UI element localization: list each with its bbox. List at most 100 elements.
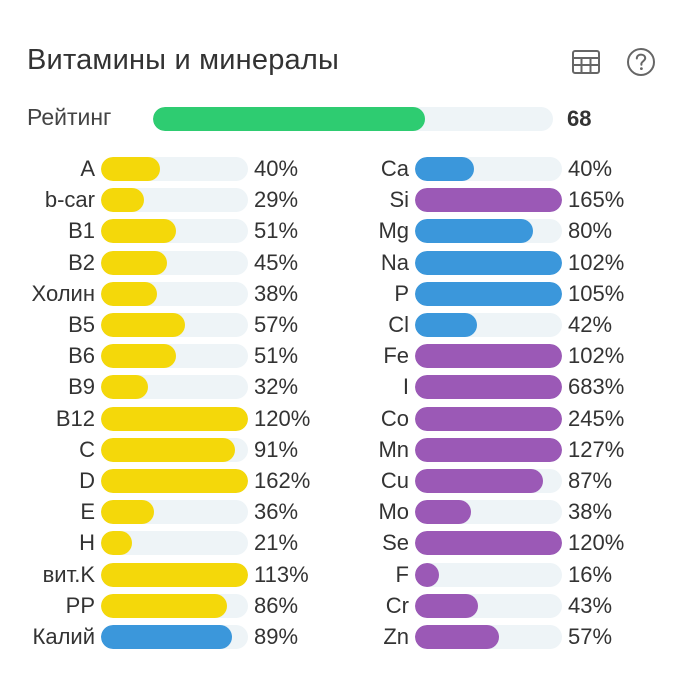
nutrient-bar [415, 344, 562, 369]
nutrient-label: Fe [383, 343, 409, 369]
page-title: Витамины и минералы [27, 44, 340, 76]
nutrient-label: B12 [55, 405, 95, 431]
mineral-row: Cr 43% [0, 590, 680, 621]
nutrient-bar [101, 375, 248, 400]
nutrient-bar [415, 500, 562, 525]
nutrient-label: B2 [68, 249, 95, 275]
nutrient-percent: 80% [568, 218, 613, 244]
nutrient-percent: 16% [568, 561, 613, 587]
nutrient-bar [415, 437, 562, 462]
nutrient-percent: 38% [568, 499, 613, 525]
nutrient-bar-fill [415, 219, 533, 244]
mineral-row: F 16% [0, 559, 680, 590]
nutrient-bar-fill [415, 500, 471, 525]
nutrient-bar [101, 625, 248, 649]
mineral-row: Mg 80% [0, 215, 680, 246]
nutrient-label: Mg [378, 218, 409, 244]
nutrient-bar-fill [415, 531, 562, 556]
nutrient-percent: 40% [568, 156, 613, 181]
vitamin-row: B2 45% [0, 247, 680, 278]
nutrient-bar [101, 188, 248, 213]
nutrient-label: Mn [378, 436, 409, 462]
nutrient-percent: 57% [568, 624, 613, 649]
rating-bar-fill [153, 107, 425, 131]
nutrient-bar-fill [101, 406, 248, 431]
mineral-row: Si 165% [0, 184, 680, 215]
nutrient-bar [101, 500, 248, 525]
nutrient-label: Co [380, 405, 409, 431]
nutrient-label: A [80, 156, 95, 181]
help-icon[interactable] [625, 46, 657, 78]
mineral-row: Cu 87% [0, 465, 680, 496]
nutrient-bar-fill [101, 250, 168, 275]
vitamin-row: вит.K 113% [0, 559, 680, 590]
vitamin-row: PP 86% [0, 590, 680, 621]
nutrient-percent: 165% [568, 187, 625, 213]
nutrient-label: C [79, 436, 95, 462]
nutrient-label: B6 [68, 343, 95, 369]
nutrient-percent: 105% [568, 280, 625, 306]
vitamin-row: B5 57% [0, 309, 680, 340]
nutrient-percent: 38% [254, 280, 299, 306]
nutrient-label: Si [389, 187, 409, 213]
nutrient-percent: 127% [568, 436, 625, 462]
mineral-row: Zn 57% [0, 621, 680, 652]
nutrient-bar [415, 469, 562, 493]
nutrient-bar [415, 562, 562, 587]
vitamin-row: B9 32% [0, 371, 680, 402]
mineral-row: Mo 38% [0, 496, 680, 527]
nutrient-percent: 32% [254, 374, 299, 400]
nutrient-bar-fill [415, 250, 562, 275]
nutrient-percent: 21% [254, 530, 299, 556]
nutrient-bar-fill [415, 281, 562, 306]
nutrient-bar [101, 281, 248, 306]
nutrient-label: B5 [68, 312, 95, 337]
nutrient-bar-fill [101, 593, 228, 618]
nutrient-bar-fill [101, 437, 235, 462]
nutrient-bar [415, 157, 562, 181]
nutrient-percent: 102% [568, 343, 625, 369]
nutrient-percent: 91% [254, 436, 299, 462]
nutrient-bar [415, 625, 562, 649]
rating-label: Рейтинг [27, 104, 112, 130]
nutrient-percent: 89% [254, 624, 299, 649]
nutrient-bar-fill [101, 344, 176, 369]
nutrient-label: H [79, 530, 95, 556]
nutrient-label: B9 [68, 374, 95, 400]
vitamin-row: A 40% [0, 153, 680, 184]
vitamin-row: Холин 38% [0, 278, 680, 309]
nutrient-bar-fill [101, 562, 248, 587]
mineral-row: Fe 102% [0, 340, 680, 371]
nutrient-bar [101, 157, 248, 181]
nutrient-percent: 245% [568, 405, 625, 431]
table-icon[interactable] [570, 46, 602, 78]
mineral-row: Na 102% [0, 247, 680, 278]
nutrient-bar [415, 531, 562, 556]
nutrient-bar-fill [415, 344, 562, 369]
vitamin-row: b-car 29% [0, 184, 680, 215]
nutrient-bar [101, 469, 248, 493]
nutrient-percent: 57% [254, 312, 299, 337]
nutrient-percent: 113% [254, 561, 309, 587]
nutrient-bar-fill [101, 469, 248, 493]
nutrient-percent: 51% [254, 343, 299, 369]
nutrient-bar-fill [101, 188, 144, 213]
vitamin-row: B6 51% [0, 340, 680, 371]
nutrient-label: Cu [380, 468, 409, 493]
nutrient-percent: 683% [568, 374, 625, 400]
nutrient-bar-fill [415, 406, 562, 431]
nutrient-percent: 120% [254, 405, 311, 431]
mineral-row: I 683% [0, 371, 680, 402]
vitamin-row: C 91% [0, 434, 680, 465]
nutrient-bar [101, 219, 248, 244]
nutrient-percent: 36% [254, 499, 299, 525]
nutrient-label: I [402, 374, 409, 400]
nutrient-bar [415, 250, 562, 275]
nutrient-bar [101, 531, 248, 556]
nutrient-bar-fill [415, 188, 562, 213]
nutrient-label: b-car [44, 187, 95, 213]
nutrient-bar [415, 188, 562, 213]
nutrient-bar [101, 406, 248, 431]
nutrient-percent: 43% [568, 592, 613, 618]
nutrient-bar-fill [101, 219, 176, 244]
